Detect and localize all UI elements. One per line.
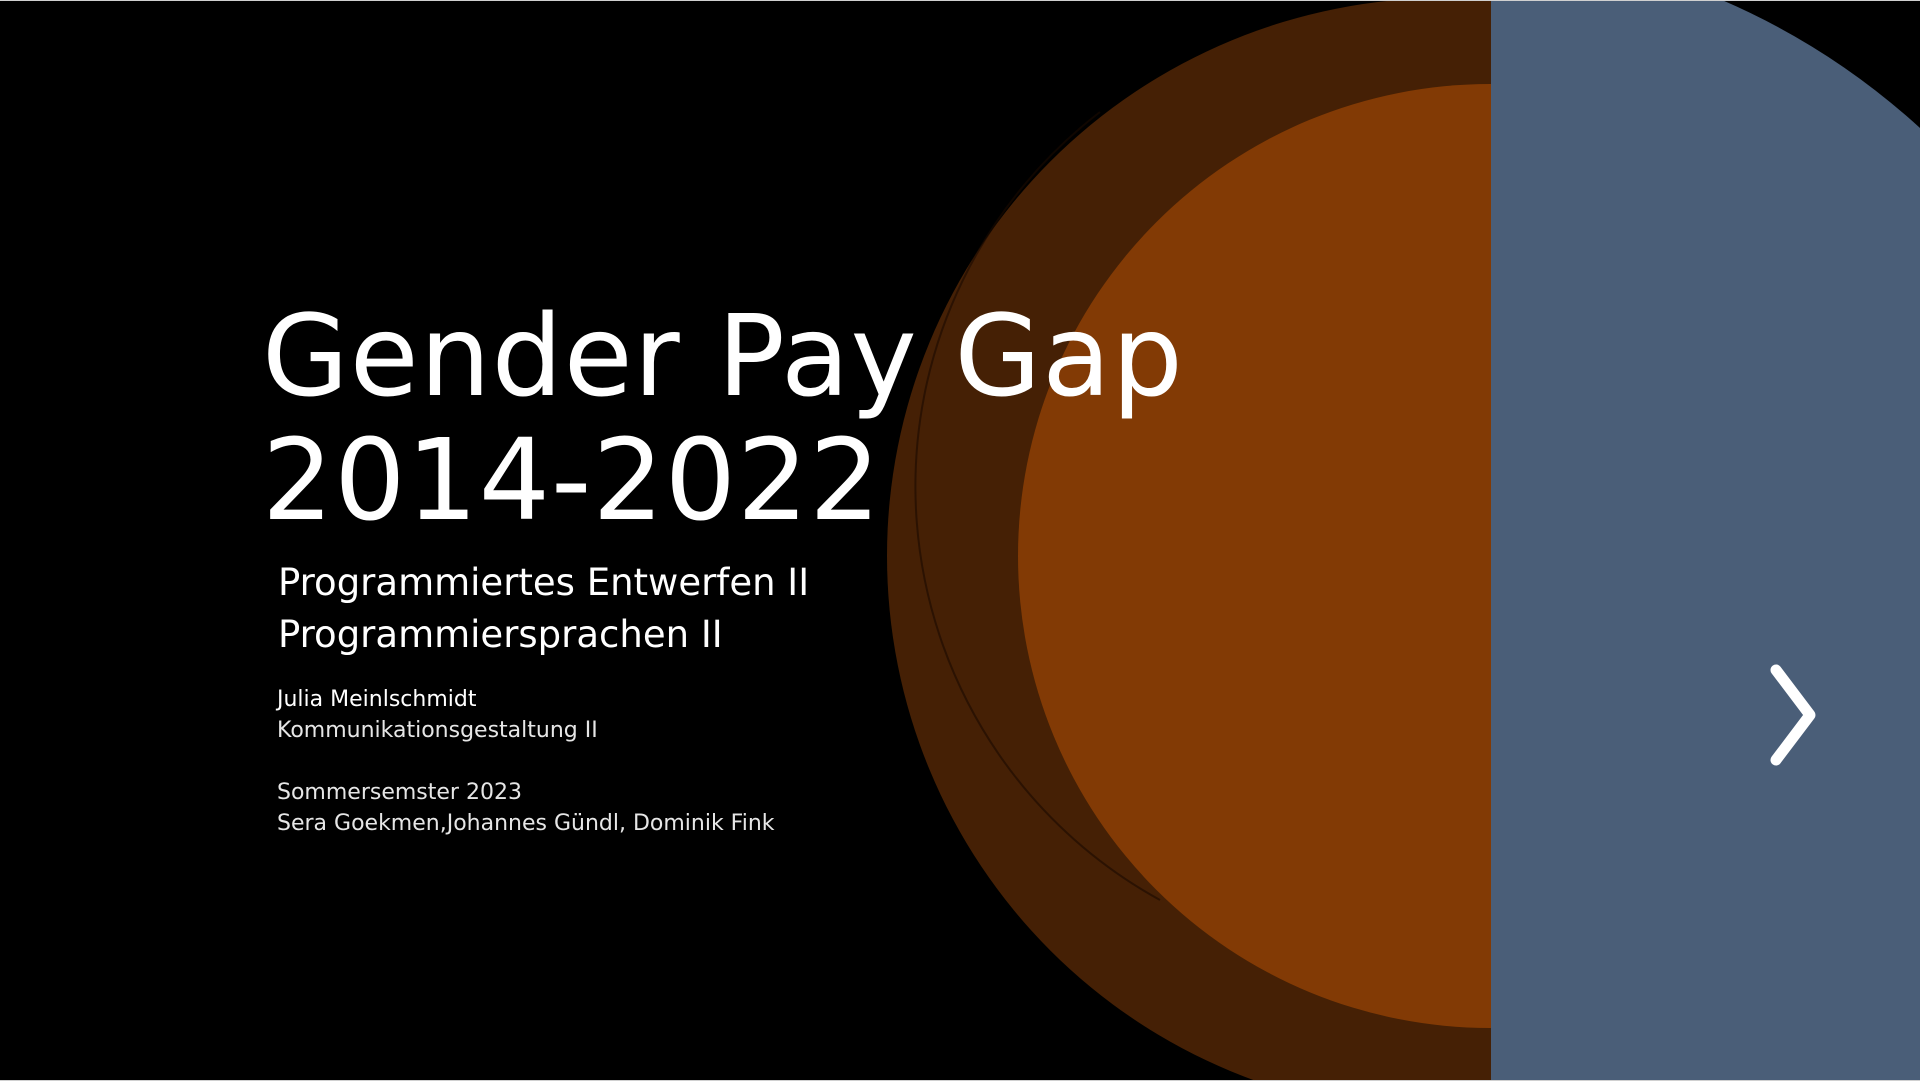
- chevron-right-icon: [1770, 664, 1816, 766]
- slide-subtitle: Programmiertes Entwerfen II Programmiers…: [278, 557, 809, 661]
- slide-meta: Julia Meinlschmidt Kommunikationsgestalt…: [277, 684, 775, 839]
- title-line-2: 2014-2022: [262, 416, 882, 546]
- author-name: Julia Meinlschmidt: [277, 687, 477, 712]
- meta-spacer: [277, 746, 775, 777]
- blue-panel-shape: [1491, 0, 1920, 1081]
- inner-circle-shadow: [914, 111, 1161, 901]
- program-name: Kommunikationsgestaltung II: [277, 718, 598, 743]
- inner-circle-shape: [1018, 84, 1491, 1028]
- semester-label: Sommersemster 2023: [277, 780, 522, 805]
- slide-title: Gender Pay Gap 2014-2022: [262, 295, 1184, 543]
- next-slide-button[interactable]: [1760, 658, 1830, 768]
- subtitle-module: Programmiersprachen II: [278, 613, 723, 656]
- top-border: [0, 0, 1920, 1]
- subtitle-course: Programmiertes Entwerfen II: [278, 561, 810, 604]
- title-line-1: Gender Pay Gap: [262, 292, 1184, 422]
- lecturer-names: Sera Goekmen,Johannes Gündl, Dominik Fin…: [277, 811, 775, 836]
